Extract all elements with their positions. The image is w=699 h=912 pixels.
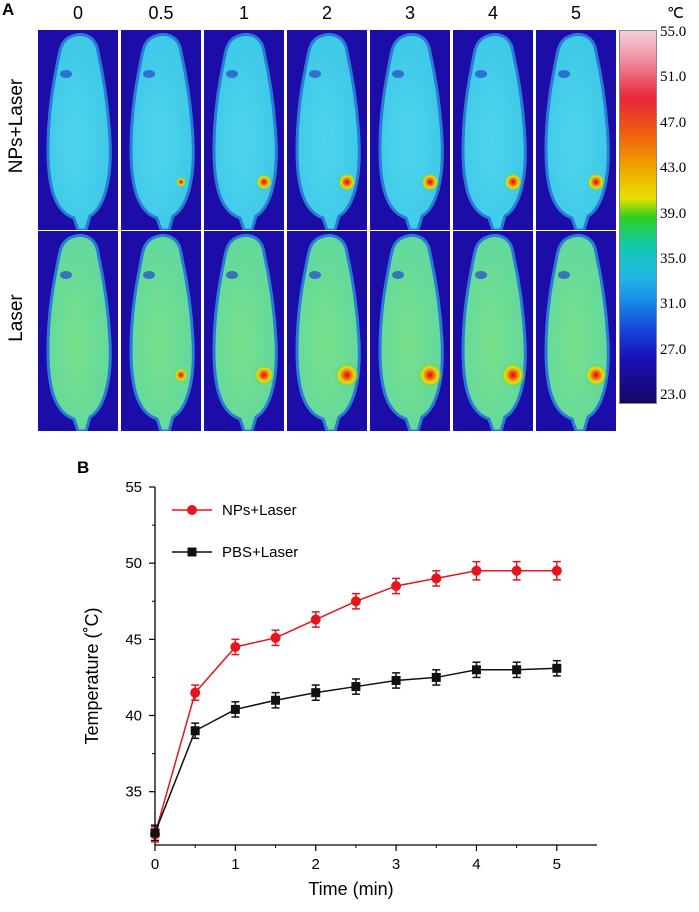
legend-marker [187,547,197,557]
y-tick-label: 40 [125,708,142,725]
y-tick-label: 45 [125,631,142,648]
thermal-image [370,231,450,431]
x-tick-label: 0 [151,856,159,873]
y-tick-label: 50 [125,555,142,572]
thermal-image [287,30,367,230]
x-axis-label: Time (min) [308,879,393,899]
y-tick-label: 55 [125,479,142,496]
thermal-image [204,231,284,431]
colorbar-tick-label: 43.0 [660,160,687,177]
x-tick-label: 3 [392,856,400,873]
colorbar-unit: ℃ [667,6,684,22]
row-label-laser: Laser [6,294,27,342]
thermal-image [536,231,616,431]
data-point [391,581,402,592]
data-point [270,632,281,643]
x-tick-label: 4 [472,856,480,873]
data-point [351,682,361,692]
panel-a-label: A [2,0,15,19]
data-point [551,565,562,576]
colorbar-tick-label: 31.0 [660,296,687,313]
data-point [511,565,522,576]
thermal-image [536,30,616,230]
panel-b-label: B [77,458,90,477]
data-point [391,675,401,685]
data-point [471,665,481,675]
temperature-colorbar [619,30,657,404]
data-point [552,663,562,673]
legend-marker [187,505,197,515]
data-point [431,672,441,682]
data-point [190,726,200,736]
thermal-image [38,30,118,230]
time-label: 3 [404,3,415,23]
data-point [431,573,442,584]
colorbar-tick-label: 39.0 [660,205,687,222]
colorbar-tick-label: 27.0 [660,341,687,358]
data-point [271,695,281,705]
data-point [150,828,160,838]
colorbar-tick-label: 35.0 [660,251,687,267]
legend-label: NPs+Laser [222,502,297,519]
data-point [350,596,361,607]
colorbar-tick-label: 47.0 [660,114,687,131]
time-label: 0 [72,3,83,23]
thermal-image [121,231,201,431]
time-label: 4 [487,3,498,23]
data-point [310,614,321,625]
time-label: 1 [238,3,249,23]
x-tick-label: 1 [231,856,239,873]
thermal-image [121,30,201,230]
thermal-image [453,231,533,431]
data-point [230,704,240,714]
thermal-image [38,231,118,431]
data-point [471,565,482,576]
time-label: 5 [570,3,581,23]
series-line [154,570,557,835]
y-tick-label: 35 [125,784,142,801]
thermal-image [287,231,367,431]
data-point [311,688,321,698]
x-tick-label: 2 [312,856,320,873]
time-label: 2 [321,3,332,23]
data-point [512,665,522,675]
row-label-nps-laser: NPs+Laser [6,78,27,174]
colorbar-tick-label: 55.0 [660,24,687,40]
thermal-image [204,30,284,230]
data-point [230,641,241,652]
data-point [190,687,201,698]
thermal-image [370,30,450,230]
colorbar-tick-label: 51.0 [660,69,687,86]
thermal-image [453,30,533,230]
time-label: 0.5 [148,3,174,23]
x-tick-label: 5 [553,856,561,873]
colorbar-tick-label: 23.0 [660,387,687,404]
y-axis-label: Temperature (˚C) [82,607,102,744]
legend-label: PBS+Laser [222,544,298,561]
